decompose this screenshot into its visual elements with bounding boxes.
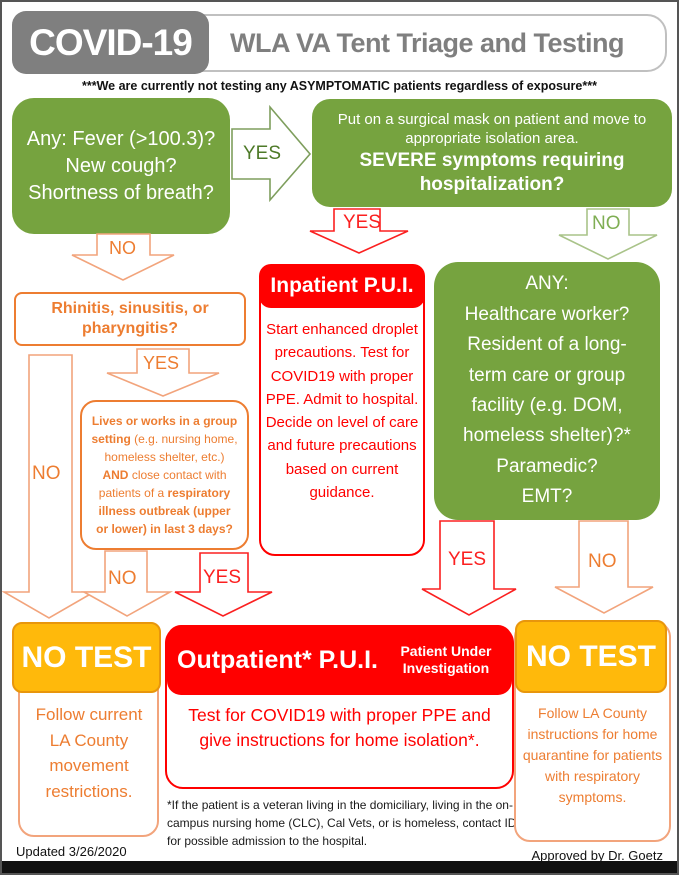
any-line: homeless shelter)?* [463,425,631,447]
footnote-text: *If the patient is a veteran living in t… [167,798,517,848]
any-line: EMT? [521,486,573,508]
label-yes-to-mask: YES [243,143,282,164]
node-group-setting-question: Lives or works in a group setting (e.g. … [80,400,249,550]
any-line: facility (e.g. DOM, [471,395,623,416]
covid-badge: COVID-19 [12,11,209,74]
no-test-left-instructions: Follow current LA County movement restri… [35,705,143,801]
inpatient-pui-title: Inpatient P.U.I. [259,264,425,308]
no-test-right-title: NO TEST [515,620,667,693]
mask-instruction-text: Put on a surgical mask on patient and mo… [337,110,647,148]
any-line: ANY: [525,273,569,295]
outpatient-pui-instructions: Test for COVID19 with proper PPE and giv… [188,705,491,751]
no-test-left-title: NO TEST [12,622,161,693]
any-line: Healthcare worker? [464,303,630,325]
updated-date: Updated 3/26/2020 [16,844,127,859]
label-no-to-rhinitis: NO [109,238,136,258]
bottom-bar [2,861,677,873]
label-no-to-any: NO [592,213,621,234]
inpatient-pui-instructions: Start enhanced droplet precautions. Test… [265,321,419,501]
any-line: term care or group [468,364,626,386]
node-symptoms-question: Any: Fever (>100.3)? New cough? Shortnes… [12,98,230,234]
severe-question-text: SEVERE symptoms requiring hospitalizatio… [359,149,625,195]
node-rhinitis-question: Rhinitis, sinusitis, or pharyngitis? [14,292,246,346]
label-yes-to-inpatient: YES [343,212,382,233]
node-any-worker-question: ANY: Healthcare worker? Resident of a lo… [434,262,660,520]
group-setting-text: Lives or works in a group setting (e.g. … [91,414,238,536]
page-title: WLA VA Tent Triage and Testing [230,28,625,58]
label-no-any: NO [588,551,617,572]
approved-by: Approved by Dr. Goetz [531,848,663,863]
node-inpatient-pui [259,264,425,556]
label-no-group: NO [108,568,137,589]
outpatient-pui-title: Outpatient* P.U.I. [177,645,378,674]
no-test-right-instructions: Follow LA County instructions for home q… [522,705,663,805]
node-mask-severe-question: Put on a surgical mask on patient and mo… [312,99,672,207]
patient-under-investigation-label: Patient Under Investigation [400,643,492,676]
label-no-long: NO [32,463,61,484]
label-yes-any: YES [448,549,487,570]
warning-text: ***We are currently not testing any ASYM… [82,79,597,93]
any-line: Paramedic? [496,455,598,477]
label-yes-to-group: YES [143,353,180,373]
any-line: Resident of a long- [467,334,627,356]
label-yes-group: YES [203,567,242,588]
outpatient-pui-header: Outpatient* P.U.I. Patient Under Investi… [167,625,512,695]
